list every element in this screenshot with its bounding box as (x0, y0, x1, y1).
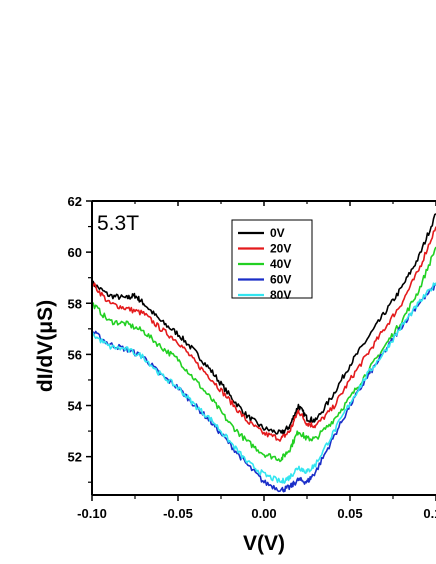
x-tick-label: 0.00 (251, 506, 276, 521)
x-tick-label: 0.10 (423, 506, 436, 521)
y-tick-label: 54 (68, 399, 83, 414)
chart-annotation: 5.3T (97, 212, 139, 235)
series-line-20v (92, 226, 436, 442)
legend-label-80v: 80V (270, 288, 291, 302)
x-tick-label: 0.05 (337, 506, 362, 521)
series-line-80v (92, 282, 436, 484)
y-tick-label: 52 (68, 450, 82, 465)
y-tick-label: 60 (68, 245, 82, 260)
y-tick-label: 58 (68, 296, 82, 311)
legend-label-20v: 20V (270, 242, 291, 256)
x-tick-label: -0.05 (163, 506, 193, 521)
legend-label-0v: 0V (270, 226, 285, 240)
x-axis-title: V(V) (243, 532, 285, 555)
y-axis-title: dI/dV(μS) (34, 300, 57, 392)
legend-label-60v: 60V (270, 273, 291, 287)
y-tick-label: 62 (68, 194, 82, 209)
y-tick-label: 56 (68, 347, 82, 362)
series-line-40v (92, 246, 436, 463)
x-tick-label: -0.10 (77, 506, 107, 521)
legend-label-40v: 40V (270, 257, 291, 271)
series-layer (92, 213, 436, 493)
series-line-0v (92, 213, 436, 435)
axes-layer: -0.10 -0.05 0.00 0.05 0.10 52 54 56 58 60 62 (68, 194, 436, 521)
